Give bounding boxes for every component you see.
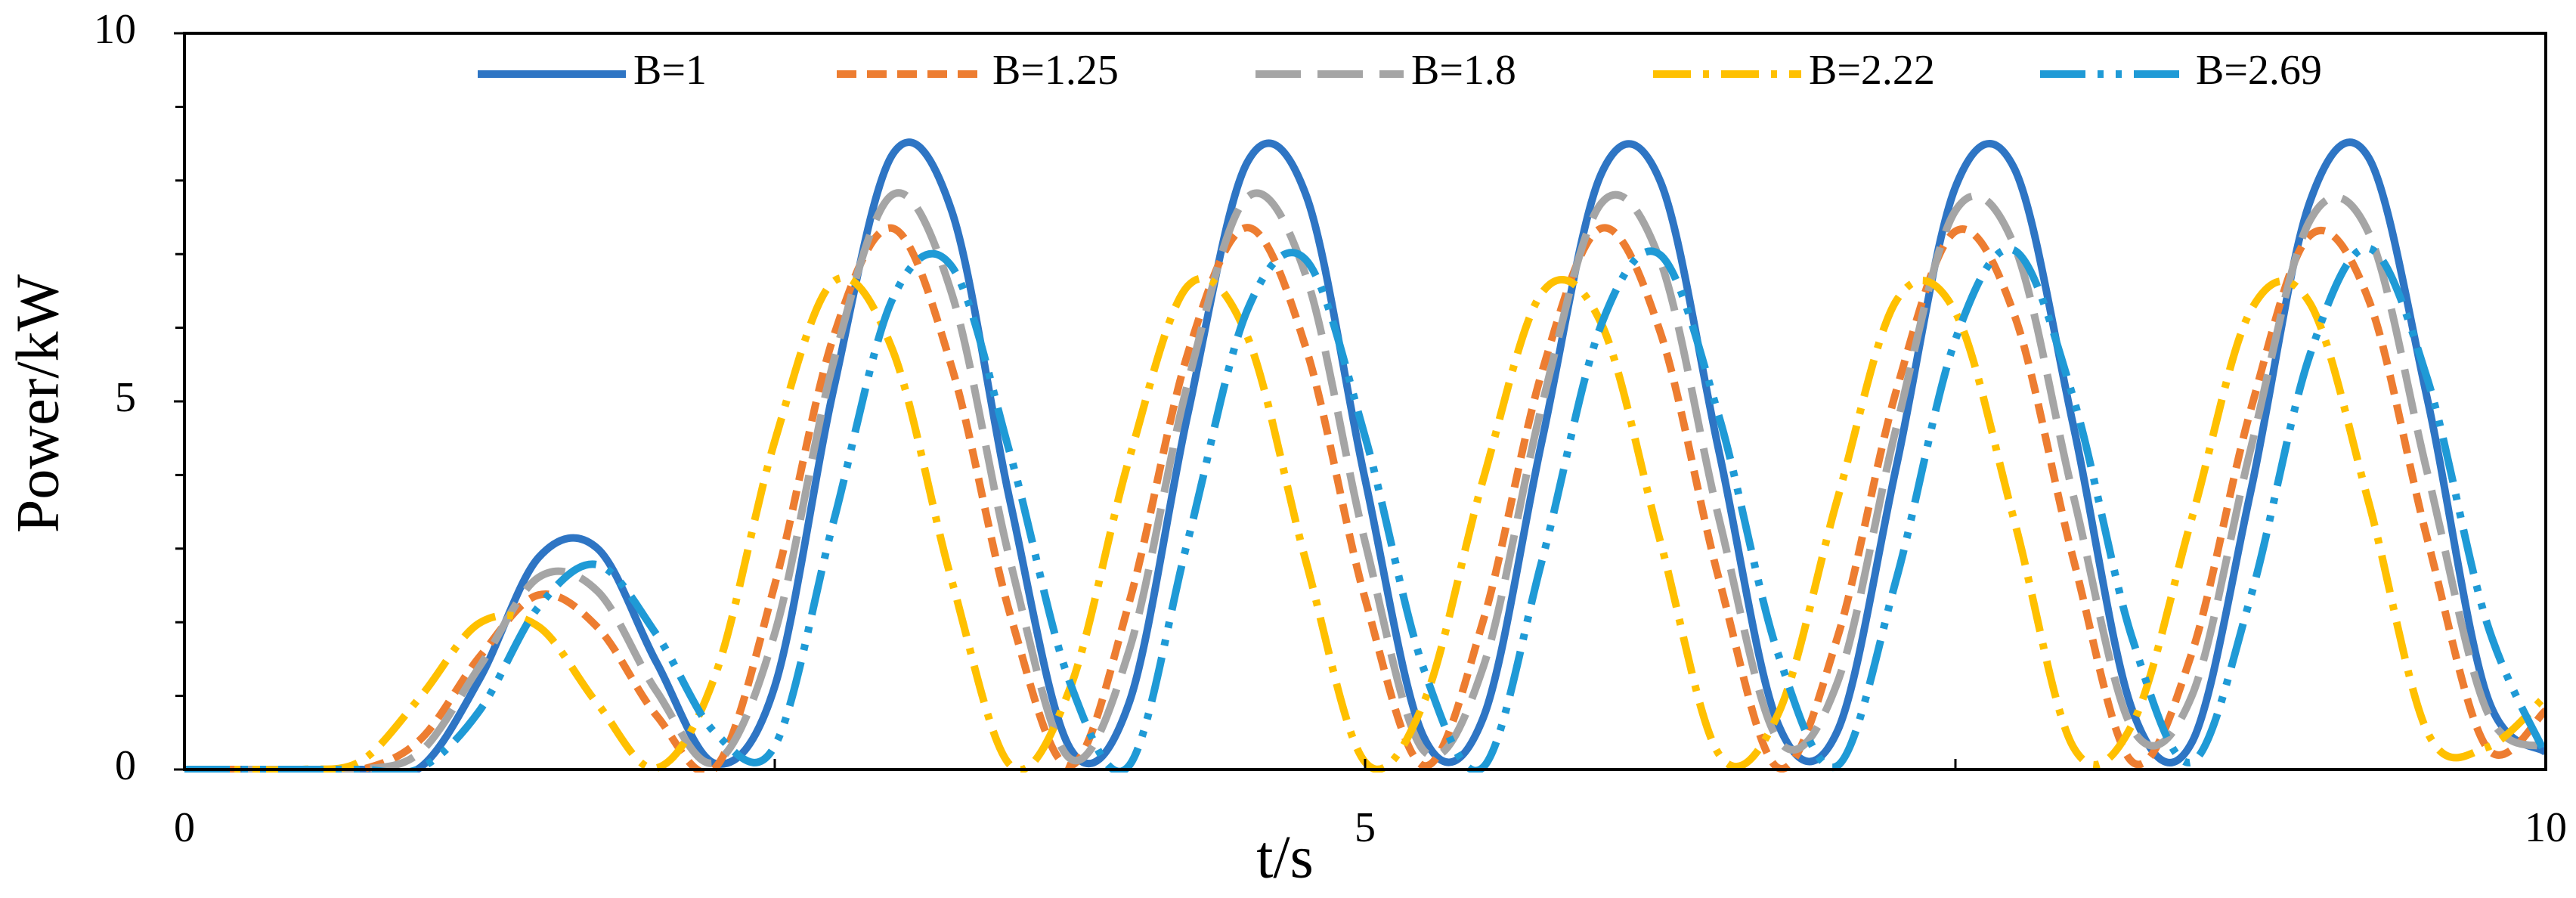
series-line: [184, 244, 2547, 773]
y-tick-label: 5: [115, 374, 136, 421]
series-line: [184, 189, 2547, 773]
x-tick-label: 5: [1355, 804, 1376, 851]
legend-label: B=1: [633, 47, 707, 94]
legend-label: B=1.8: [1411, 47, 1516, 94]
series-line: [184, 224, 2547, 773]
x-tick-label: 0: [174, 804, 195, 851]
legend-label: B=2.22: [1809, 47, 1935, 94]
x-tick-label: 10: [2525, 804, 2567, 851]
y-tick-label: 0: [115, 742, 136, 789]
series-line: [184, 274, 2547, 773]
plot-lines: [184, 138, 2547, 773]
y-axis-title: Power/kW: [5, 274, 71, 533]
legend-label: B=2.69: [2196, 47, 2322, 94]
y-tick-label: 10: [94, 6, 136, 53]
x-axis-title: t/s: [1256, 824, 1314, 890]
legend-label: B=1.25: [992, 47, 1119, 94]
